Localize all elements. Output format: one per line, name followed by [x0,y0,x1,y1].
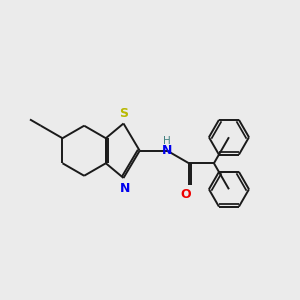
Text: H: H [164,136,171,146]
Text: S: S [120,107,129,120]
Text: N: N [120,182,130,194]
Text: O: O [181,188,191,201]
Text: N: N [162,144,172,157]
